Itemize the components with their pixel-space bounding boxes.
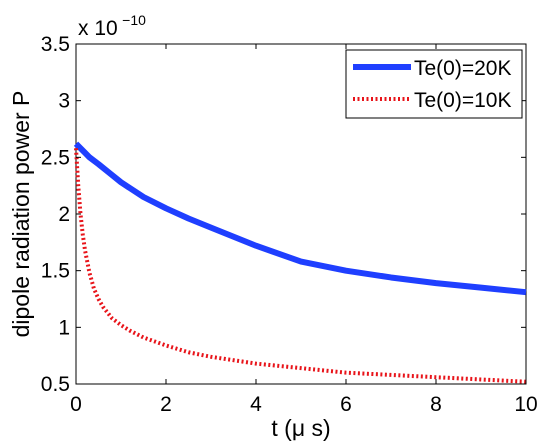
y-tick-label-3: 2 (58, 203, 70, 226)
x-tick-label-1: 2 (160, 393, 172, 416)
y-tick-label-5: 3 (58, 90, 70, 113)
x-tick-label-2: 4 (250, 393, 262, 416)
series-line-0 (73, 141, 527, 296)
legend-entry-te10k: Te(0)=10K (414, 89, 511, 112)
multiplier-exponent: −10 (122, 12, 146, 28)
y-tick-labels: 0.5 1 1.5 2 2.5 3 3.5 (41, 33, 70, 396)
ticks-layer (75, 43, 527, 385)
y-tick-label-2: 1.5 (41, 260, 70, 283)
legend: Te(0)=20K Te(0)=10K (345, 49, 523, 119)
y-tick-label-6: 3.5 (41, 33, 70, 56)
multiplier-prefix: x 10 (78, 17, 118, 40)
y-tick-label-1: 1 (58, 316, 70, 339)
legend-box (345, 49, 523, 119)
x-tick-label-5: 10 (514, 393, 537, 416)
x-axis-label: t (μ s) (271, 415, 330, 441)
series-layer (73, 141, 527, 384)
y-tick-label-4: 2.5 (41, 146, 70, 169)
y-tick-label-0: 0.5 (41, 373, 70, 396)
x-tick-label-4: 8 (430, 393, 442, 416)
series-line-1 (74, 148, 527, 384)
y-axis-label: dipole radiation power P (8, 91, 34, 338)
x-tick-label-3: 6 (340, 393, 352, 416)
legend-entry-te20k: Te(0)=20K (414, 57, 511, 80)
x-tick-label-0: 0 (70, 393, 82, 416)
y-axis-multiplier: x 10 −10 (78, 12, 146, 40)
x-tick-labels: 0 2 4 6 8 10 (70, 393, 538, 416)
plot-area (73, 43, 527, 385)
